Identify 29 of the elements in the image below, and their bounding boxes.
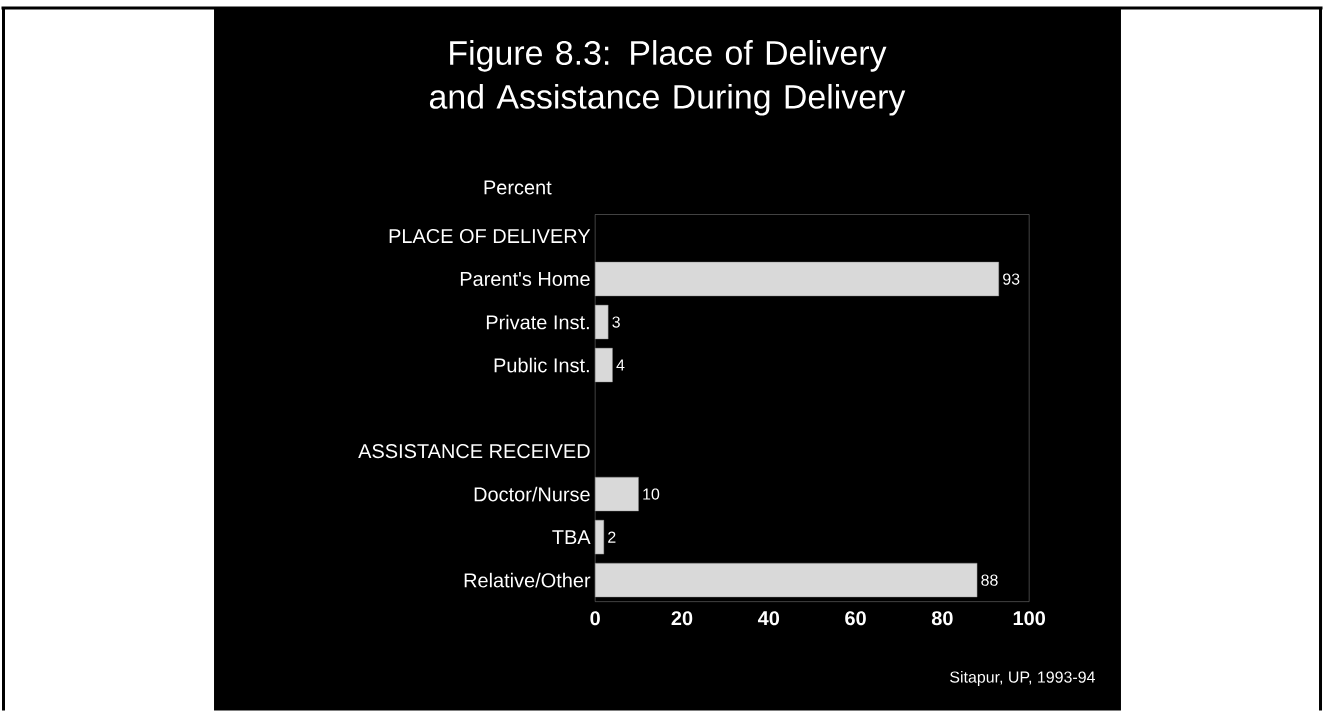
x-axis-title: Percent: [484, 180, 552, 195]
x-tick-label: 20: [671, 611, 693, 626]
y-tick-label: Doctor/Nurse: [474, 486, 590, 502]
x-tick-label: 0: [590, 611, 600, 626]
data-label: 93: [1003, 273, 1020, 285]
y-tick-label: Private Inst.: [486, 314, 589, 330]
bar: [594, 477, 639, 512]
data-label: 88: [981, 574, 998, 586]
text: Sitapur, UP, 1993-94: [950, 671, 1095, 686]
bar: [594, 261, 999, 297]
x-tick-label: 100: [1013, 611, 1045, 626]
data-label: 10: [643, 488, 660, 500]
data-label: 2: [608, 531, 616, 543]
x-tick-label: 80: [931, 611, 953, 626]
x-tick-label: 60: [845, 611, 866, 626]
bar: [594, 347, 613, 383]
y-tick-label: ASSISTANCE RECEIVED: [358, 444, 590, 459]
y-tick-label: Public Inst.: [494, 357, 589, 373]
bar: [594, 563, 978, 598]
data-label: 3: [612, 316, 620, 328]
bar: [594, 304, 609, 340]
x-tick-label: 40: [757, 611, 780, 626]
bar: [594, 520, 605, 555]
y-tick-label: Relative/Other: [464, 572, 591, 588]
y-tick-label: Parent's Home: [460, 272, 590, 287]
y-tick-label: PLACE OF DELIVERY: [389, 229, 591, 244]
chart-title: Figure 8.3: Place of Delivery and Assistance During Delivery: [429, 40, 906, 116]
data-label: 4: [616, 359, 625, 371]
y-tick-label: TBA: [552, 530, 591, 545]
